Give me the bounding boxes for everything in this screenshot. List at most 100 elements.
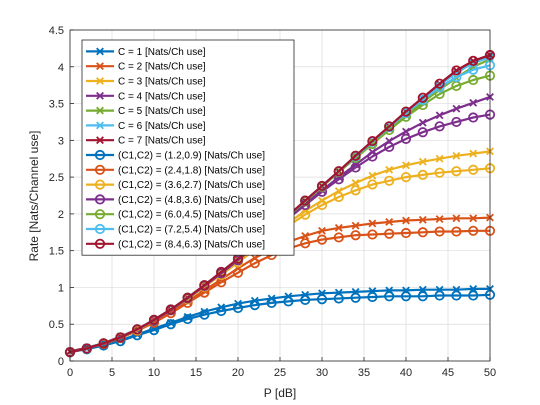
axis-ticks: 0 5 10 15 20 25 30 35 40 45 50 0 0.5 1 1.5 2 2.5 3 3.5 4 4.5 — [49, 25, 496, 379]
data-point — [418, 215, 427, 224]
legend-entry: (C1,C2) = (6.0,4.5) [Nats/Ch use] — [86, 209, 265, 221]
x-tick-label: 5 — [109, 367, 115, 379]
y-tick-label: 3.5 — [49, 99, 64, 111]
data-point — [417, 227, 428, 238]
data-point — [199, 280, 210, 291]
data-point — [384, 141, 395, 153]
data-point — [451, 226, 462, 237]
data-point — [300, 195, 311, 206]
legend-entry: C = 3 [Nats/Ch use] — [86, 77, 206, 88]
legend-label: (C1,C2) = (7.2,5.4) [Nats/Ch use] — [118, 225, 265, 236]
data-point — [300, 238, 311, 249]
data-point — [451, 71, 462, 83]
data-point — [468, 112, 479, 123]
data-point — [216, 266, 227, 278]
legend-label: (C1,C2) = (2.4,1.8) [Nats/Ch use] — [118, 165, 265, 176]
legend-label: (C1,C2) = (8.4,6.3) [Nats/Ch use] — [118, 239, 265, 250]
data-point — [451, 116, 462, 128]
legend-swatch-marker — [94, 149, 106, 161]
y-axis-label: Rate [Nats/Channel use] — [27, 131, 41, 262]
legend-label: C = 2 [Nats/Ch use] — [118, 62, 206, 73]
data-point — [435, 111, 444, 120]
legend-swatch-marker — [94, 238, 106, 249]
data-point — [115, 332, 126, 343]
data-point — [350, 292, 361, 303]
data-point — [351, 221, 360, 230]
x-tick-label: 25 — [274, 367, 286, 379]
data-point — [148, 325, 160, 336]
data-point — [469, 214, 478, 223]
data-point — [350, 162, 361, 173]
data-point — [300, 294, 311, 306]
data-point — [384, 291, 395, 302]
data-point — [400, 172, 412, 183]
legend-entry: C = 1 [Nats/Ch use] — [86, 47, 206, 58]
legend-label: C = 4 [Nats/Ch use] — [118, 91, 206, 102]
legend-entry: C = 4 [Nats/Ch use] — [86, 91, 206, 102]
data-point — [452, 104, 461, 113]
data-point — [301, 232, 310, 240]
legend-swatch-marker — [96, 62, 104, 71]
data-point — [400, 291, 412, 302]
x-tick-label: 45 — [442, 367, 454, 379]
data-point — [316, 199, 328, 211]
data-point — [384, 175, 395, 186]
legend-swatch-marker — [96, 121, 104, 130]
legend-label: (C1,C2) = (1.2,0.9) [Nats/Ch use] — [118, 151, 265, 162]
data-point — [434, 78, 445, 89]
data-point — [367, 291, 378, 303]
data-point — [400, 227, 412, 239]
legend-entry: (C1,C2) = (8.4,6.3) [Nats/Ch use] — [86, 238, 265, 250]
data-point — [468, 74, 479, 86]
x-tick-label: 0 — [67, 367, 73, 379]
data-point — [350, 230, 361, 241]
y-tick-label: 4.5 — [49, 25, 64, 37]
legend-box — [81, 39, 295, 256]
data-point — [384, 228, 395, 239]
data-point — [417, 92, 428, 103]
x-tick-label: 15 — [190, 367, 202, 379]
data-point — [333, 232, 344, 243]
data-point — [469, 98, 478, 107]
data-point — [266, 297, 277, 308]
data-point — [434, 88, 445, 100]
data-point — [417, 169, 428, 181]
data-point — [182, 313, 193, 325]
legend-entry: C = 7 [Nats/Ch use] — [86, 136, 206, 147]
legend-label: C = 3 [Nats/Ch use] — [118, 77, 206, 88]
legend-swatch-marker — [96, 91, 104, 100]
legend-label: C = 6 [Nats/Ch use] — [118, 121, 206, 132]
data-point — [132, 324, 143, 335]
y-tick-label: 1 — [58, 282, 64, 294]
data-point — [451, 166, 462, 177]
data-point — [334, 223, 343, 232]
data-point — [468, 164, 479, 175]
legend-label: C = 7 [Nats/Ch use] — [118, 136, 206, 147]
legend-swatch-marker — [94, 223, 106, 235]
y-tick-label: 4 — [58, 62, 64, 74]
legend-entry: (C1,C2) = (3.6,2.7) [Nats/Ch use] — [86, 179, 265, 191]
data-point — [182, 292, 193, 303]
data-point — [451, 65, 462, 76]
y-tick-label: 3 — [58, 135, 64, 147]
data-point — [316, 294, 328, 305]
data-point — [300, 209, 311, 220]
data-point — [316, 234, 328, 245]
data-point — [81, 343, 92, 354]
data-point — [384, 121, 395, 132]
data-point — [385, 165, 394, 174]
data-point — [451, 290, 462, 301]
data-point — [452, 151, 461, 160]
data-point — [216, 305, 227, 317]
data-point — [368, 171, 377, 180]
legend-label: (C1,C2) = (3.6,2.7) [Nats/Ch use] — [118, 180, 265, 191]
y-tick-label: 2.5 — [49, 172, 64, 184]
legend-entry: C = 6 [Nats/Ch use] — [86, 121, 206, 132]
y-tick-label: 0 — [58, 356, 64, 368]
data-point — [367, 135, 378, 147]
y-tick-label: 0.5 — [49, 319, 64, 331]
legend-swatch-marker — [94, 164, 106, 175]
data-point — [199, 309, 210, 320]
data-point — [400, 133, 412, 144]
